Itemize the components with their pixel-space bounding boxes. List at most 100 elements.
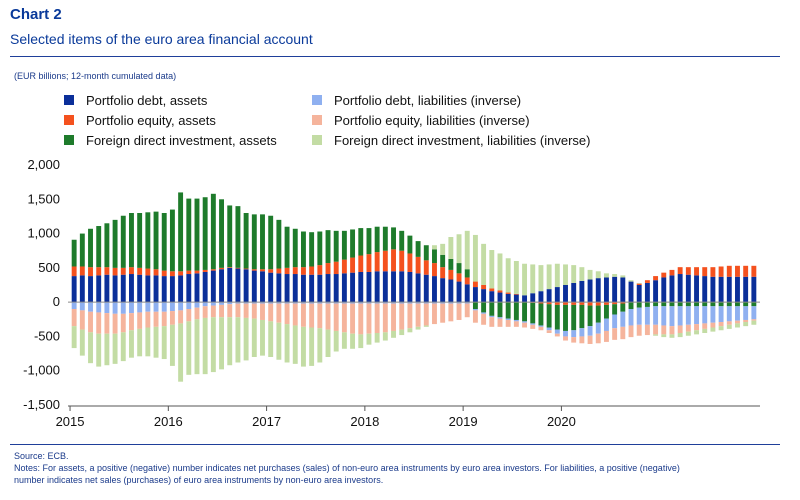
bar-segment-pd-liab: [571, 330, 577, 338]
bar-segment-pe-assets: [284, 267, 290, 275]
bar-segment-fdi-assets: [333, 230, 339, 262]
bar-segment-pd-assets: [235, 268, 241, 303]
bar-segment-pe-assets: [88, 267, 93, 277]
bar-segment-pe-assets: [612, 302, 618, 305]
bar-segment-fdi-liab: [456, 234, 462, 264]
bar-segment-pe-liab: [644, 324, 650, 336]
bar-segment-fdi-assets: [382, 226, 388, 251]
bar-segment-pe-liab: [137, 312, 143, 329]
bar-segment-fdi-assets: [718, 302, 724, 307]
bar-segment-pe-liab: [432, 303, 437, 325]
bar-segment-pd-liab: [432, 302, 437, 304]
bar-segment-pe-assets: [513, 293, 519, 295]
bar-segment-pe-assets: [235, 267, 241, 269]
source-note: Source: ECB.: [14, 451, 69, 461]
bar-segment-pd-assets: [448, 279, 454, 303]
bar-segment-pe-liab: [726, 321, 732, 325]
bar-segment-fdi-assets: [636, 302, 642, 308]
bar-segment-pe-assets: [751, 265, 757, 277]
bar-segment-pd-assets: [399, 271, 405, 303]
bar-segment-pe-liab: [505, 319, 511, 327]
bar-segment-pd-liab: [112, 302, 118, 314]
bar-segment-fdi-assets: [489, 302, 495, 316]
bar-segment-pe-assets: [603, 302, 609, 305]
bar-segment-pe-liab: [71, 309, 77, 327]
bar-segment-pe-liab: [341, 303, 347, 333]
bar-segment-pe-liab: [145, 311, 151, 328]
bar-segment-pd-liab: [472, 309, 478, 311]
bar-segment-pe-assets: [309, 266, 315, 275]
bar-segment-pe-liab: [382, 303, 388, 333]
bar-segment-pe-liab: [603, 330, 609, 342]
bar-segment-fdi-liab: [178, 323, 184, 382]
bar-segment-pd-liab: [685, 306, 691, 325]
bar-segment-fdi-assets: [341, 230, 347, 260]
bar-segment-pe-assets: [694, 267, 699, 276]
bar-segment-fdi-liab: [464, 230, 470, 270]
bar-segment-fdi-assets: [530, 302, 536, 324]
bar-segment-pe-liab: [423, 303, 429, 326]
bar-segment-pe-assets: [497, 290, 503, 293]
bar-segment-pd-liab: [644, 306, 650, 325]
bar-segment-fdi-assets: [260, 214, 265, 270]
bar-segment-pe-assets: [227, 267, 233, 268]
bar-segment-pe-assets: [292, 267, 298, 275]
legend-item-fdi-liab: Foreign direct investment, liabilities (…: [312, 130, 590, 150]
bar-segment-pd-liab: [243, 302, 249, 304]
bar-segment-fdi-liab: [661, 334, 667, 338]
bar-segment-pd-liab: [653, 306, 659, 325]
bar-segment-fdi-liab: [391, 330, 396, 338]
bar-segment-pe-liab: [636, 324, 642, 336]
bar-segment-pe-assets: [161, 270, 167, 277]
bar-segment-pd-liab: [603, 318, 609, 331]
bar-segment-pd-liab: [636, 307, 642, 325]
legend-swatch: [312, 95, 322, 105]
x-tick-label: 2019: [449, 414, 478, 429]
legend-item-pd-liab: Portfolio debt, liabilities (inverse): [312, 90, 521, 110]
bar-segment-pe-assets: [153, 269, 159, 276]
x-tick-label: 2018: [350, 414, 379, 429]
bar-segment-fdi-liab: [145, 327, 151, 357]
bar-segment-fdi-assets: [726, 302, 732, 307]
bar-segment-fdi-assets: [210, 193, 216, 270]
bar-segment-pd-liab: [751, 306, 757, 320]
bar-segment-pe-liab: [653, 324, 659, 335]
bar-segment-pe-liab: [129, 313, 134, 331]
bar-segment-pd-assets: [186, 274, 192, 303]
bar-segment-pd-assets: [603, 277, 609, 303]
bar-segment-pd-liab: [186, 302, 192, 309]
bar-segment-pe-liab: [178, 310, 184, 324]
bar-segment-pe-liab: [620, 326, 626, 340]
bar-segment-pe-assets: [79, 266, 85, 276]
bar-segment-pd-assets: [587, 279, 593, 303]
bar-segment-fdi-assets: [677, 302, 683, 307]
bar-segment-fdi-assets: [440, 254, 446, 268]
bar-segment-pe-assets: [358, 255, 364, 272]
bar-segment-fdi-liab: [309, 327, 315, 366]
bar-segment-pd-liab: [88, 302, 93, 312]
bar-segment-fdi-assets: [538, 303, 544, 326]
bar-segment-fdi-liab: [71, 326, 77, 349]
header-divider: [10, 56, 780, 57]
bar-segment-pd-assets: [112, 275, 118, 303]
bar-segment-pe-assets: [243, 268, 249, 270]
bar-segment-pe-liab: [153, 311, 159, 327]
bar-segment-pd-liab: [694, 306, 699, 325]
bar-segment-pe-liab: [497, 318, 503, 327]
bar-segment-fdi-liab: [268, 321, 274, 357]
bar-segment-fdi-assets: [243, 213, 249, 269]
legend-swatch: [312, 135, 322, 145]
bar-segment-fdi-assets: [751, 302, 757, 307]
bar-segment-pd-assets: [694, 275, 699, 303]
bar-segment-pd-liab: [260, 302, 265, 304]
bar-segment-pe-liab: [595, 333, 601, 344]
bar-segment-pd-liab: [120, 302, 126, 314]
bar-segment-pd-liab: [718, 306, 724, 323]
bar-segment-pd-assets: [481, 289, 487, 303]
bar-segment-fdi-assets: [202, 197, 208, 270]
bar-segment-pe-liab: [587, 335, 593, 344]
bar-segment-pd-liab: [366, 302, 372, 304]
bar-segment-fdi-liab: [333, 330, 339, 352]
bar-segment-fdi-assets: [145, 212, 151, 269]
bar-segment-pe-assets: [587, 302, 593, 306]
